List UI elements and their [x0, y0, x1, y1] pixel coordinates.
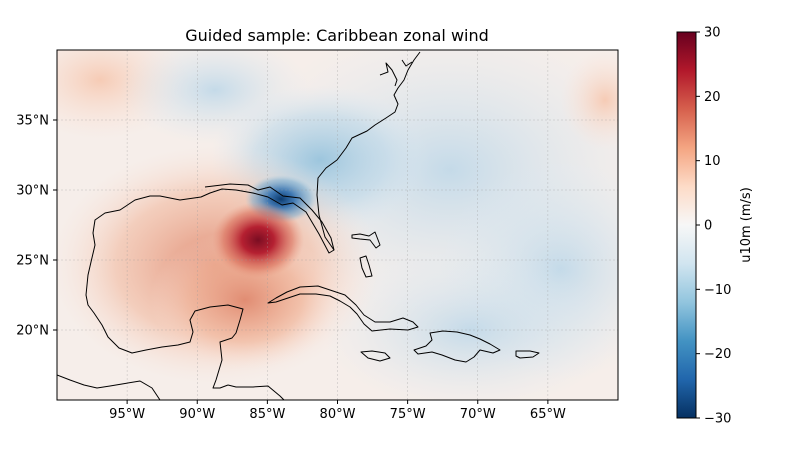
colorbar-label: u10m (m/s): [739, 187, 754, 263]
colorbar-tick-label: −10: [704, 283, 731, 298]
lon-tick-label: 85°W: [249, 407, 285, 422]
field-blob-blue-se: [320, 250, 618, 400]
lon-tick-label: 75°W: [390, 407, 426, 422]
island-bahamas-grand: [351, 231, 381, 249]
island-bahamas-andros: [359, 255, 373, 278]
field-blob-red-core: [212, 202, 304, 278]
coastline-gulf-mexico: [85, 183, 335, 389]
gridlines: [57, 50, 618, 400]
colorbar-tick-label: 10: [704, 154, 721, 169]
latitude-axis: 20°N 25°N 30°N 35°N: [16, 114, 57, 339]
colorbar-tick-label: 0: [704, 219, 712, 234]
colorbar-ticks: 30 20 10 0 −10 −20 −30: [696, 26, 731, 427]
coastline-central-america: [57, 374, 161, 400]
coastline-chesapeake: [379, 62, 398, 87]
lon-tick-label: 70°W: [460, 407, 496, 422]
lat-tick-label: 20°N: [16, 324, 49, 339]
coastlines: [57, 51, 540, 400]
coastline-honduras: [227, 384, 285, 400]
island-hispaniola: [413, 330, 501, 363]
longitude-axis: 95°W 90°W 85°W 80°W 75°W 70°W 65°W: [109, 400, 566, 422]
lon-tick-label: 90°W: [179, 407, 215, 422]
wind-field: [57, 50, 618, 400]
island-cuba: [267, 285, 419, 332]
lat-tick-label: 30°N: [16, 184, 49, 199]
map-title: Guided sample: Caribbean zonal wind: [185, 26, 489, 45]
lat-tick-label: 35°N: [16, 114, 49, 129]
lon-tick-label: 80°W: [320, 407, 356, 422]
colorbar-tick-label: −30: [704, 412, 731, 427]
colorbar-gradient: [676, 31, 697, 419]
island-jamaica: [360, 350, 391, 362]
colorbar-tick-label: 20: [704, 90, 721, 105]
colorbar-tick-label: −20: [704, 347, 731, 362]
field-blob-peach-ne: [560, 50, 618, 150]
lon-tick-label: 95°W: [109, 407, 145, 422]
lon-tick-label: 65°W: [530, 407, 566, 422]
island-puerto-rico: [515, 350, 540, 359]
coastline-east-us: [316, 51, 421, 251]
colorbar-tick-label: 30: [704, 26, 721, 41]
coastline-delaware: [401, 59, 413, 67]
lat-tick-label: 25°N: [16, 254, 49, 269]
